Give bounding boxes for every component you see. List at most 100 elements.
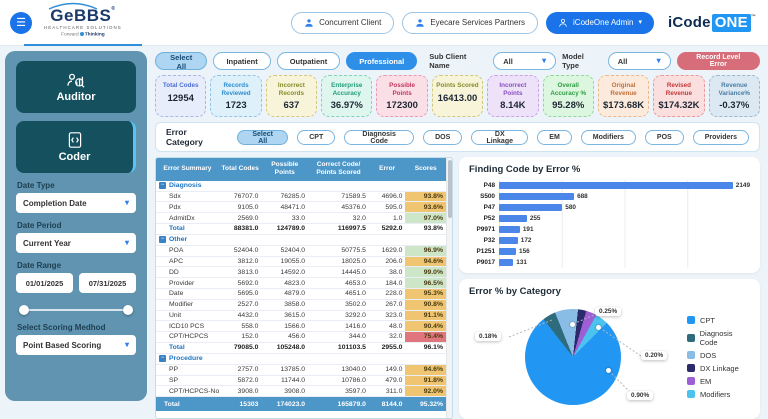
auditor-icon — [67, 73, 85, 88]
score-cell: 94.6% — [405, 256, 446, 268]
bar-row-p9017: P9017 131 — [469, 257, 750, 269]
bar-row-p32: P32 172 — [469, 235, 750, 247]
kpi-value: $174.32K — [658, 100, 700, 112]
legend-item-em: EM — [687, 377, 750, 386]
error-category-pill-dx-linkage[interactable]: DX Linkage — [471, 129, 529, 145]
collapse-icon[interactable]: − — [159, 181, 166, 189]
table-group-row-other: − Other — [156, 234, 446, 246]
bar-category-label: P47 — [483, 204, 495, 212]
date-from-input[interactable]: 01/01/2025 — [16, 273, 73, 293]
error-summary-table: Error Summary Total Codes Possible Point… — [156, 158, 446, 412]
scoring-method-select[interactable]: Point Based Scoring ▾ — [16, 335, 136, 355]
error-category-pill-em[interactable]: EM — [537, 129, 572, 145]
slider-handle-right[interactable] — [123, 305, 133, 315]
segment-pills: Select All Inpatient Outpatient Professiona… — [155, 52, 418, 71]
chevron-down-icon: ▾ — [638, 19, 643, 26]
sub-client-name-label: Sub Client Name — [429, 52, 467, 70]
admin-user-menu[interactable]: iCodeOne Admin ▾ — [546, 11, 655, 34]
collapse-icon[interactable]: − — [159, 355, 166, 363]
eyecare-services-partners-button[interactable]: Eyecare Services Partners — [402, 11, 539, 34]
table-scrollbar — [446, 158, 452, 418]
chevron-down-icon: ▾ — [124, 198, 129, 207]
menu-hamburger-icon[interactable]: ☰ — [10, 11, 32, 34]
error-by-category-panel: Error % by Category — [459, 279, 760, 419]
icodeone-logo: iCode ONE ™ — [668, 14, 756, 32]
pie-chart-title: Error % by Category — [469, 286, 561, 298]
model-type-label: Model Type — [562, 52, 584, 70]
col-error-summary: Error Summary — [156, 158, 219, 181]
legend-swatch — [687, 351, 695, 360]
kpi-label: Incorrect Points — [499, 82, 527, 97]
sidebar: Auditor Coder Date Type Completion Date ▾… — [5, 51, 147, 401]
error-category-strip: Error Category Select All CPT Diagnosis Co… — [155, 122, 760, 153]
table-scrollbar-thumb[interactable] — [448, 160, 452, 219]
error-category-pill-providers[interactable]: Providers — [692, 129, 749, 145]
main-content: Select All Inpatient Outpatient Professiona… — [147, 46, 768, 419]
kpi-card-revenue-variance: Revenue Variance% -0.37% — [708, 75, 760, 118]
error-category-pill-modifiers[interactable]: Modifiers — [580, 129, 636, 145]
kpi-label: Records Reviewed — [221, 82, 251, 97]
score-cell: 91.1% — [405, 310, 446, 322]
chevron-down-icon: ▾ — [124, 238, 129, 247]
bar — [499, 236, 518, 245]
date-type-select[interactable]: Completion Date ▾ — [16, 193, 136, 213]
table-row: APC 3812.0 19055.0 18025.0 206.0 94.6% — [156, 256, 446, 268]
kpi-card-overall-accuracy: Overall Accuracy % 95.28% — [542, 75, 594, 118]
bar — [499, 181, 733, 190]
kpi-label: Total Codes — [162, 82, 199, 89]
date-range-slider — [19, 305, 133, 315]
score-cell: 99.0% — [405, 266, 446, 279]
kpi-label: Original Revenue — [610, 82, 637, 97]
error-category-pill-diagnosis-code[interactable]: Diagnosis Code — [344, 129, 415, 145]
person-icon — [305, 18, 313, 27]
bar-rows: P48 2149 S500 688 P47 580 P52 255 P9971 191 P32 172… — [469, 180, 750, 269]
kpi-card-possible-points: Possible Points 172300 — [376, 75, 428, 118]
kpi-label: Revenue Variance% — [718, 82, 751, 97]
sidebar-item-coder[interactable]: Coder — [16, 121, 136, 173]
pie-wrap: 0.18% 0.25% 0.20% 0.90% — [469, 307, 681, 407]
error-category-label: Error Category — [166, 127, 203, 148]
bar-row-p9971: P9971 191 — [469, 224, 750, 236]
slider-track — [19, 309, 133, 311]
error-category-pill-cpt[interactable]: CPT — [297, 129, 336, 145]
table-row: Modifier 2527.0 3858.0 3502.0 267.0 90.8% — [156, 299, 446, 311]
table-row: POA 52404.0 52404.0 50775.5 1629.0 96.9% — [156, 245, 446, 257]
kpi-label: Points Scored — [436, 82, 479, 89]
bar-value-label: 2149 — [735, 182, 750, 190]
sub-client-name-select[interactable]: All ▾ — [493, 52, 557, 70]
bar — [499, 258, 514, 267]
slider-handle-left[interactable] — [19, 305, 29, 315]
score-cell: 94.6% — [405, 364, 446, 376]
kpi-value: 8.14K — [500, 100, 526, 112]
segment-pill-outpatient[interactable]: Outpatient — [276, 52, 341, 70]
date-period-select[interactable]: Current Year ▾ — [16, 233, 136, 253]
model-type-select[interactable]: All ▾ — [607, 52, 671, 70]
collapse-icon[interactable]: − — [159, 236, 166, 244]
table-row: AdmitDx 2569.0 33.0 32.0 1.0 97.0% — [156, 212, 446, 224]
top-filter-row: Select All Inpatient Outpatient Professiona… — [155, 52, 760, 71]
legend-swatch — [687, 390, 695, 399]
bar-row-p1251: P1251 156 — [469, 246, 750, 258]
segment-pill-select-all[interactable]: Select All — [155, 52, 208, 71]
table-header-row: Error Summary Total Codes Possible Point… — [156, 158, 446, 181]
segment-pill-inpatient[interactable]: Inpatient — [213, 52, 271, 70]
kpi-value: -0.37% — [719, 100, 750, 112]
table-row: Pdx 9105.0 48471.0 45376.0 595.0 93.6% — [156, 201, 446, 214]
date-to-input[interactable]: 07/31/2025 — [79, 273, 136, 293]
bar-row-p52: P52 255 — [469, 213, 750, 225]
concurrent-client-button[interactable]: Concurrent Client — [291, 11, 395, 34]
kpi-value: $173.68K — [602, 100, 645, 112]
record-level-error-button[interactable]: Record Level Error — [676, 52, 760, 70]
error-category-pill-select-all[interactable]: Select All — [237, 129, 289, 145]
table-row: Unit 4432.0 3615.0 3292.0 323.0 91.1% — [156, 310, 446, 322]
sidebar-item-auditor[interactable]: Auditor — [16, 61, 136, 113]
error-category-pill-pos[interactable]: POS — [644, 129, 684, 145]
segment-pill-professional[interactable]: Professional — [346, 52, 418, 70]
kpi-row: Total Codes 12954 Records Reviewed 1723 Inco… — [155, 75, 760, 118]
table-grand-total-row: Total 15303 174023.0 165879.0 8144.0 95.32% — [156, 396, 446, 412]
pie-callout-dos: 0.25% — [595, 307, 622, 317]
table-group-row-diagnosis: − Diagnosis — [156, 180, 446, 192]
error-category-pill-dos[interactable]: DOS — [423, 129, 463, 145]
bar-category-label: P1251 — [476, 248, 495, 256]
bar — [499, 203, 563, 212]
